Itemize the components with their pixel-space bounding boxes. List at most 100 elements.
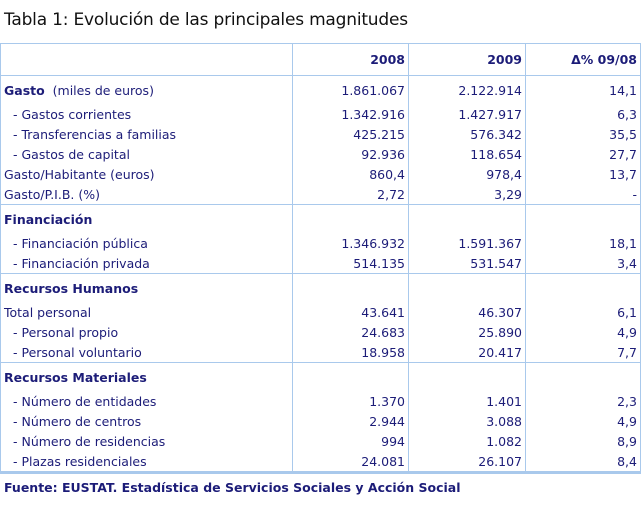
empty-cell bbox=[525, 362, 641, 391]
table-row: - Personal propio 24.683 25.890 4,9 bbox=[0, 322, 641, 342]
header-2009: 2009 bbox=[408, 43, 526, 76]
source-note: Fuente: EUSTAT. Estadística de Servicios… bbox=[4, 480, 461, 495]
empty-cell bbox=[292, 362, 409, 391]
page: Tabla 1: Evolución de las principales ma… bbox=[0, 10, 641, 495]
row-label: - Plazas residenciales bbox=[0, 451, 293, 473]
section-label: Recursos Materiales bbox=[0, 362, 293, 391]
value-2009: 978,4 bbox=[408, 164, 526, 184]
value-2009: 531.547 bbox=[408, 253, 526, 274]
value-2008: 24.683 bbox=[292, 322, 409, 342]
value-2008: 92.936 bbox=[292, 144, 409, 164]
value-2009: 46.307 bbox=[408, 302, 526, 322]
table-row: Gasto/P.I.B. (%) 2,72 3,29- bbox=[0, 184, 641, 205]
value-2008: 18.958 bbox=[292, 342, 409, 363]
value-2009: 1.082 bbox=[408, 431, 526, 451]
empty-cell bbox=[408, 362, 526, 391]
header-change: Δ% 09/08 bbox=[525, 43, 641, 76]
value-change: 27,7 bbox=[525, 144, 641, 164]
value-2009: 576.342 bbox=[408, 124, 526, 144]
value-2009: 118.654 bbox=[408, 144, 526, 164]
table-row: - Personal voluntario 18.958 20.417 7,7 bbox=[0, 342, 641, 363]
row-label: Total personal bbox=[0, 302, 293, 322]
empty-cell bbox=[292, 204, 409, 233]
row-label: Gasto/P.I.B. (%) bbox=[0, 184, 293, 205]
value-change: 6,1 bbox=[525, 302, 641, 322]
section-gasto: Gasto (miles de euros) 1.861.067 2.122.9… bbox=[0, 75, 641, 205]
row-label: - Transferencias a familias bbox=[0, 124, 293, 144]
table-row: - Transferencias a familias 425.215 576.34… bbox=[0, 124, 641, 144]
value-2009: 20.417 bbox=[408, 342, 526, 363]
section-label: Financiación bbox=[0, 204, 293, 233]
empty-cell bbox=[408, 273, 526, 302]
table-title: Tabla 1: Evolución de las principales ma… bbox=[4, 10, 408, 30]
value-2008: 1.346.932 bbox=[292, 233, 409, 253]
table-row: - Gastos de capital 92.936 118.654 27,7 bbox=[0, 144, 641, 164]
section-recursos-materiales: Recursos Materiales - Número de entidades… bbox=[0, 362, 641, 473]
section-header-row: Recursos Materiales bbox=[0, 362, 641, 391]
empty-cell bbox=[408, 204, 526, 233]
value-2009: 1.427.917 bbox=[408, 104, 526, 124]
value-2009: 3,29 bbox=[408, 184, 526, 205]
table-row: - Financiación privada 514.135 531.547 3,4 bbox=[0, 253, 641, 274]
section-financiación: Financiación - Financiación pública 1.346.… bbox=[0, 204, 641, 274]
value-2008: 2,72 bbox=[292, 184, 409, 205]
section-recursos-humanos: Recursos Humanos Total personal 43.641 46.3… bbox=[0, 273, 641, 363]
header-row: 2008 2009 Δ% 09/08 bbox=[0, 43, 641, 76]
row-label: - Financiación pública bbox=[0, 233, 293, 253]
table-row: Gasto/Habitante (euros) 860,4 978,4 13,7 bbox=[0, 164, 641, 184]
table-row: - Número de residencias 994 1.082 8,9 bbox=[0, 431, 641, 451]
value-change: 35,5 bbox=[525, 124, 641, 144]
value-change: 8,4 bbox=[525, 451, 641, 473]
table-row: Gasto (miles de euros) 1.861.067 2.122.9… bbox=[0, 75, 641, 104]
table-row: - Gastos corrientes 1.342.916 1.427.917 6,3 bbox=[0, 104, 641, 124]
value-2008: 24.081 bbox=[292, 451, 409, 473]
table-row: - Plazas residenciales 24.081 26.107 8,4 bbox=[0, 451, 641, 473]
row-label: - Personal voluntario bbox=[0, 342, 293, 363]
empty-cell bbox=[525, 204, 641, 233]
value-2008: 2.944 bbox=[292, 411, 409, 431]
value-2008: 1.342.916 bbox=[292, 104, 409, 124]
header-2008: 2008 bbox=[292, 43, 409, 76]
value-change: 14,1 bbox=[525, 75, 641, 104]
magnitudes-table: 2008 2009 Δ% 09/08 Gasto (miles de euros… bbox=[0, 43, 641, 474]
section-label: Recursos Humanos bbox=[0, 273, 293, 302]
row-label: - Personal propio bbox=[0, 322, 293, 342]
value-change: 2,3 bbox=[525, 391, 641, 411]
value-change: 13,7 bbox=[525, 164, 641, 184]
row-label: - Gastos corrientes bbox=[0, 104, 293, 124]
value-2009: 3.088 bbox=[408, 411, 526, 431]
value-change: 8,9 bbox=[525, 431, 641, 451]
section-label: Gasto bbox=[4, 82, 45, 98]
value-2009: 1.591.367 bbox=[408, 233, 526, 253]
empty-cell bbox=[292, 273, 409, 302]
row-label: - Número de residencias bbox=[0, 431, 293, 451]
value-change: - bbox=[525, 184, 641, 205]
value-change: 6,3 bbox=[525, 104, 641, 124]
value-2008: 514.135 bbox=[292, 253, 409, 274]
value-change: 3,4 bbox=[525, 253, 641, 274]
value-2008: 43.641 bbox=[292, 302, 409, 322]
row-label: Gasto (miles de euros) bbox=[0, 75, 293, 104]
value-2008: 860,4 bbox=[292, 164, 409, 184]
section-header-row: Financiación bbox=[0, 204, 641, 233]
value-2009: 2.122.914 bbox=[408, 75, 526, 104]
value-2009: 25.890 bbox=[408, 322, 526, 342]
value-2008: 994 bbox=[292, 431, 409, 451]
header-empty bbox=[0, 43, 293, 76]
value-change: 18,1 bbox=[525, 233, 641, 253]
table-row: Total personal 43.641 46.307 6,1 bbox=[0, 302, 641, 322]
unit-label: (miles de euros) bbox=[52, 82, 154, 98]
row-label: - Número de centros bbox=[0, 411, 293, 431]
empty-cell bbox=[525, 273, 641, 302]
value-2008: 1.861.067 bbox=[292, 75, 409, 104]
value-2008: 425.215 bbox=[292, 124, 409, 144]
table-row: - Número de entidades 1.370 1.401 2,3 bbox=[0, 391, 641, 411]
row-label: Gasto/Habitante (euros) bbox=[0, 164, 293, 184]
value-change: 4,9 bbox=[525, 322, 641, 342]
value-2008: 1.370 bbox=[292, 391, 409, 411]
value-change: 7,7 bbox=[525, 342, 641, 363]
value-2009: 26.107 bbox=[408, 451, 526, 473]
table-row: - Financiación pública 1.346.932 1.591.367… bbox=[0, 233, 641, 253]
value-2009: 1.401 bbox=[408, 391, 526, 411]
section-header-row: Recursos Humanos bbox=[0, 273, 641, 302]
